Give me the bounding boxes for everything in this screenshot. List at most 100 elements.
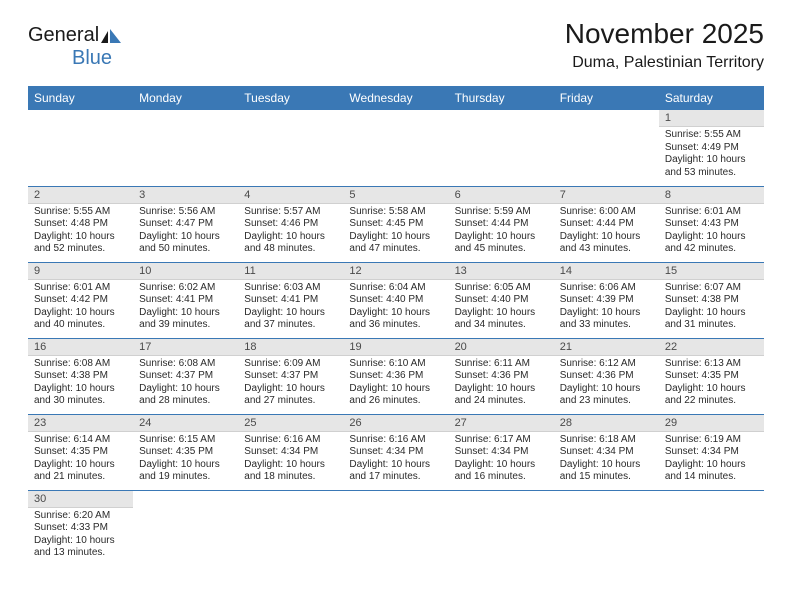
day-content: Sunrise: 5:55 AMSunset: 4:48 PMDaylight:… [28,204,133,260]
logo-text-part1: General [28,24,99,46]
day-content: Sunrise: 6:19 AMSunset: 4:34 PMDaylight:… [659,432,764,488]
day-number: 7 [554,187,659,204]
sunrise-text: Sunrise: 6:04 AM [349,282,442,295]
day-content: Sunrise: 5:56 AMSunset: 4:47 PMDaylight:… [133,204,238,260]
daylight-text: Daylight: 10 hours and 19 minutes. [139,459,232,484]
sunrise-text: Sunrise: 6:12 AM [560,358,653,371]
sunset-text: Sunset: 4:46 PM [244,218,337,231]
sunrise-text: Sunrise: 6:07 AM [665,282,758,295]
day-number: 3 [133,187,238,204]
sunset-text: Sunset: 4:41 PM [139,294,232,307]
calendar-day-cell: 18Sunrise: 6:09 AMSunset: 4:37 PMDayligh… [238,338,343,414]
sunrise-text: Sunrise: 6:11 AM [455,358,548,371]
day-header: Wednesday [343,86,448,110]
calendar-day-cell: 7Sunrise: 6:00 AMSunset: 4:44 PMDaylight… [554,186,659,262]
logo-text-part2: Blue [72,47,112,69]
day-number: 13 [449,263,554,280]
day-content: Sunrise: 6:03 AMSunset: 4:41 PMDaylight:… [238,280,343,336]
day-header: Thursday [449,86,554,110]
daylight-text: Daylight: 10 hours and 45 minutes. [455,231,548,256]
daylight-text: Daylight: 10 hours and 27 minutes. [244,383,337,408]
day-number: 5 [343,187,448,204]
daylight-text: Daylight: 10 hours and 30 minutes. [34,383,127,408]
calendar-day-cell: 15Sunrise: 6:07 AMSunset: 4:38 PMDayligh… [659,262,764,338]
sunrise-text: Sunrise: 6:13 AM [665,358,758,371]
daylight-text: Daylight: 10 hours and 47 minutes. [349,231,442,256]
calendar-empty-cell [554,490,659,566]
sunset-text: Sunset: 4:39 PM [560,294,653,307]
sunrise-text: Sunrise: 6:19 AM [665,434,758,447]
page-header: GeneralBlue November 2025 Duma, Palestin… [28,18,764,72]
sunset-text: Sunset: 4:36 PM [560,370,653,383]
calendar-empty-cell [133,110,238,186]
sunset-text: Sunset: 4:34 PM [244,446,337,459]
daylight-text: Daylight: 10 hours and 43 minutes. [560,231,653,256]
day-content: Sunrise: 6:16 AMSunset: 4:34 PMDaylight:… [238,432,343,488]
daylight-text: Daylight: 10 hours and 14 minutes. [665,459,758,484]
day-number: 30 [28,491,133,508]
day-content: Sunrise: 5:57 AMSunset: 4:46 PMDaylight:… [238,204,343,260]
calendar-week-row: 2Sunrise: 5:55 AMSunset: 4:48 PMDaylight… [28,186,764,262]
location-subtitle: Duma, Palestinian Territory [565,54,764,72]
calendar-day-cell: 1Sunrise: 5:55 AMSunset: 4:49 PMDaylight… [659,110,764,186]
sunrise-text: Sunrise: 6:08 AM [34,358,127,371]
calendar-empty-cell [28,110,133,186]
sunrise-text: Sunrise: 5:55 AM [34,206,127,219]
day-content: Sunrise: 6:00 AMSunset: 4:44 PMDaylight:… [554,204,659,260]
calendar-empty-cell [449,490,554,566]
daylight-text: Daylight: 10 hours and 26 minutes. [349,383,442,408]
day-number: 29 [659,415,764,432]
calendar-empty-cell [554,110,659,186]
day-number: 8 [659,187,764,204]
day-number: 21 [554,339,659,356]
calendar-empty-cell [449,110,554,186]
day-content: Sunrise: 6:09 AMSunset: 4:37 PMDaylight:… [238,356,343,412]
day-number: 25 [238,415,343,432]
calendar-table: SundayMondayTuesdayWednesdayThursdayFrid… [28,86,764,566]
daylight-text: Daylight: 10 hours and 17 minutes. [349,459,442,484]
sunset-text: Sunset: 4:35 PM [665,370,758,383]
day-number: 6 [449,187,554,204]
calendar-day-cell: 10Sunrise: 6:02 AMSunset: 4:41 PMDayligh… [133,262,238,338]
day-content: Sunrise: 6:14 AMSunset: 4:35 PMDaylight:… [28,432,133,488]
day-content: Sunrise: 6:12 AMSunset: 4:36 PMDaylight:… [554,356,659,412]
calendar-empty-cell [659,490,764,566]
sunset-text: Sunset: 4:38 PM [665,294,758,307]
daylight-text: Daylight: 10 hours and 37 minutes. [244,307,337,332]
day-number: 14 [554,263,659,280]
day-content: Sunrise: 5:55 AMSunset: 4:49 PMDaylight:… [659,127,764,183]
sunset-text: Sunset: 4:47 PM [139,218,232,231]
sunset-text: Sunset: 4:34 PM [455,446,548,459]
daylight-text: Daylight: 10 hours and 18 minutes. [244,459,337,484]
sunrise-text: Sunrise: 6:15 AM [139,434,232,447]
day-header: Sunday [28,86,133,110]
day-content: Sunrise: 6:08 AMSunset: 4:37 PMDaylight:… [133,356,238,412]
day-content: Sunrise: 6:01 AMSunset: 4:42 PMDaylight:… [28,280,133,336]
day-number: 16 [28,339,133,356]
sunset-text: Sunset: 4:44 PM [455,218,548,231]
day-number: 20 [449,339,554,356]
sunrise-text: Sunrise: 6:05 AM [455,282,548,295]
sunrise-text: Sunrise: 6:17 AM [455,434,548,447]
day-header: Friday [554,86,659,110]
daylight-text: Daylight: 10 hours and 53 minutes. [665,154,758,179]
day-number: 24 [133,415,238,432]
sunrise-text: Sunrise: 6:01 AM [665,206,758,219]
daylight-text: Daylight: 10 hours and 15 minutes. [560,459,653,484]
sunrise-text: Sunrise: 6:08 AM [139,358,232,371]
day-number: 28 [554,415,659,432]
sunrise-text: Sunrise: 5:55 AM [665,129,758,142]
day-content: Sunrise: 6:13 AMSunset: 4:35 PMDaylight:… [659,356,764,412]
sunset-text: Sunset: 4:48 PM [34,218,127,231]
day-number: 9 [28,263,133,280]
calendar-day-cell: 8Sunrise: 6:01 AMSunset: 4:43 PMDaylight… [659,186,764,262]
month-title: November 2025 [565,18,764,50]
sunrise-text: Sunrise: 6:18 AM [560,434,653,447]
day-content: Sunrise: 6:08 AMSunset: 4:38 PMDaylight:… [28,356,133,412]
calendar-day-cell: 27Sunrise: 6:17 AMSunset: 4:34 PMDayligh… [449,414,554,490]
sunrise-text: Sunrise: 6:16 AM [349,434,442,447]
calendar-empty-cell [343,110,448,186]
day-content: Sunrise: 6:18 AMSunset: 4:34 PMDaylight:… [554,432,659,488]
day-header: Saturday [659,86,764,110]
day-content: Sunrise: 6:05 AMSunset: 4:40 PMDaylight:… [449,280,554,336]
